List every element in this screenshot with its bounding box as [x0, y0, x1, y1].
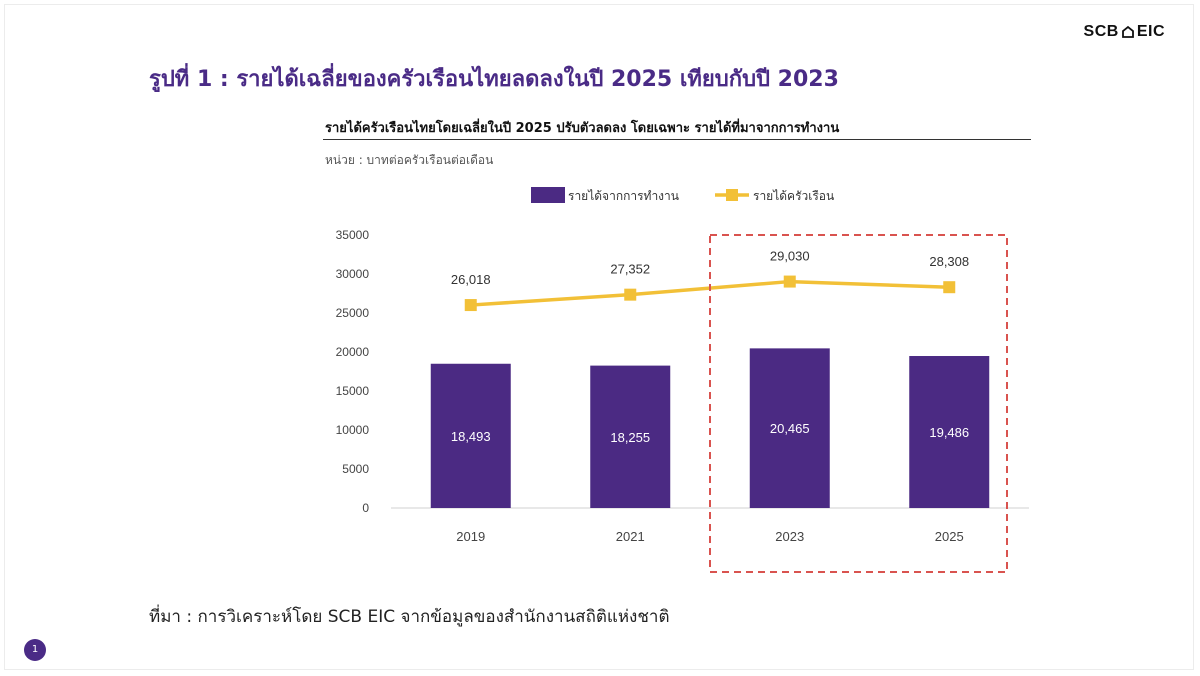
y-tick-label: 35000	[336, 228, 370, 242]
legend-line-marker	[726, 189, 738, 201]
logo-text-left: SCB	[1083, 23, 1119, 40]
bar-value-label: 18,493	[451, 429, 491, 444]
line-value-label: 29,030	[770, 249, 810, 264]
y-tick-label: 30000	[336, 267, 370, 281]
bar-value-label: 18,255	[610, 430, 650, 445]
x-tick-label: 2023	[775, 529, 804, 544]
bar	[430, 363, 511, 508]
y-tick-label: 25000	[336, 306, 370, 320]
y-tick-label: 0	[362, 501, 369, 515]
line-value-label: 27,352	[610, 262, 650, 277]
legend-bar-label: รายได้จากการทำงาน	[568, 189, 679, 203]
legend-line-label: รายได้ครัวเรือน	[753, 189, 834, 203]
chart-title: รายได้ครัวเรือนไทยโดยเฉลี่ยในปี 2025 ปรั…	[325, 121, 840, 136]
highlight-box	[709, 234, 1008, 573]
x-tick-label: 2019	[456, 529, 485, 544]
legend-bar-swatch	[531, 187, 565, 203]
source-note: ที่มา : การวิเคราะห์โดย SCB EIC จากข้อมู…	[149, 607, 670, 627]
house-icon	[1121, 25, 1134, 38]
title-divider	[323, 139, 1031, 140]
logo-text-right: EIC	[1136, 23, 1165, 40]
line-point	[624, 288, 637, 301]
y-tick-label: 5000	[342, 462, 369, 476]
bar	[749, 348, 830, 508]
page-number-badge: 1	[24, 639, 46, 661]
y-tick-label: 15000	[336, 384, 370, 398]
unit-label: หน่วย : บาทต่อครัวเรือนต่อเดือน	[325, 153, 494, 167]
scb-eic-logo: SCB EIC	[1084, 23, 1165, 41]
x-tick-label: 2025	[935, 529, 964, 544]
bar	[590, 365, 671, 508]
line-point	[464, 299, 477, 312]
bar-value-label: 20,465	[770, 421, 810, 436]
slide: SCB EIC รูปที่ 1 : รายได้เฉลี่ยของครัวเร…	[4, 4, 1194, 670]
line-point	[943, 281, 956, 294]
y-tick-label: 10000	[336, 423, 370, 437]
line-value-label: 28,308	[929, 254, 969, 269]
y-tick-label: 20000	[336, 345, 370, 359]
line-value-label: 26,018	[451, 272, 491, 287]
x-tick-label: 2021	[616, 529, 645, 544]
bar	[909, 356, 990, 508]
line-point	[783, 275, 796, 288]
chart: 0 5000 10000 15000 20000 25000 30000 35000 18,49…	[336, 187, 1029, 573]
bar-value-label: 19,486	[929, 425, 969, 440]
page-title: รูปที่ 1 : รายได้เฉลี่ยของครัวเรือนไทยลด…	[149, 67, 839, 92]
